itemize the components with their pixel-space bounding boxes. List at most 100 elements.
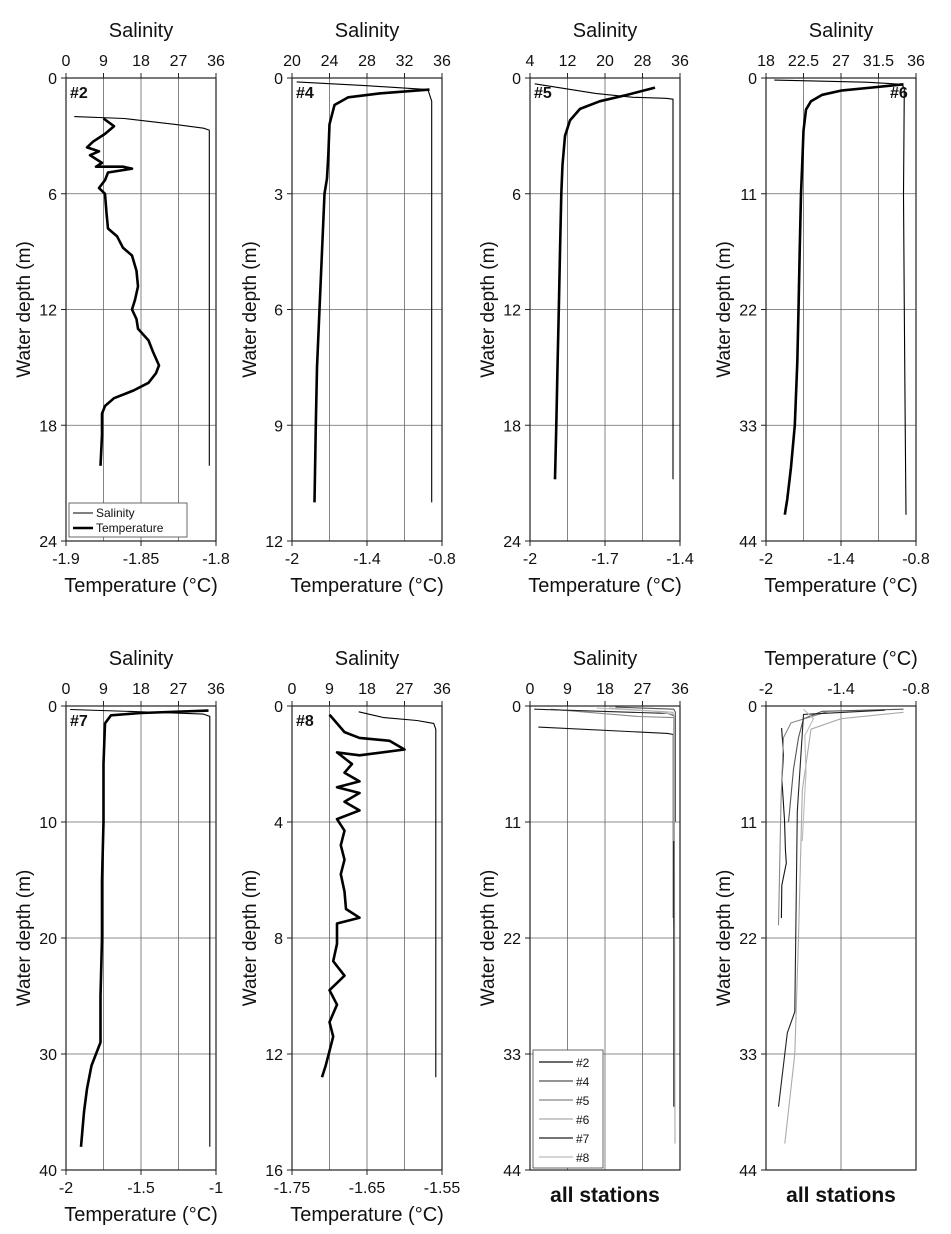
bottom-tick-label: -0.8: [902, 551, 930, 568]
series-line-4: [615, 706, 676, 822]
depth-tick-label: 6: [48, 187, 57, 204]
top-tick-label: 12: [559, 53, 577, 70]
bottom-tick-label: -2: [759, 551, 773, 568]
chart-panel: 0 9 18 27 36 Salinity -2 -1.5 -1 Temperature (°C)…: [14, 648, 225, 1226]
bottom-tick-label: -1.5: [127, 1180, 155, 1197]
top-tick-label: -2: [759, 681, 773, 698]
plot-frame: [65, 705, 217, 1171]
station-tag: #5: [534, 85, 552, 102]
top-axis-label: Salinity: [109, 648, 173, 670]
top-tick-label: 27: [396, 681, 414, 698]
top-tick-label: 0: [526, 681, 535, 698]
chart-panel: 0 9 18 27 36 Salinity -1.75 -1.65 -1.55 Temperatu…: [240, 648, 460, 1226]
top-tick-label: 28: [634, 53, 652, 70]
top-tick-label: 36: [433, 53, 451, 70]
top-tick-label: 27: [170, 53, 188, 70]
depth-tick-label: 18: [503, 418, 521, 435]
top-tick-label: 36: [207, 681, 225, 698]
legend-label: #8: [576, 1151, 590, 1165]
top-axis-label: Salinity: [573, 648, 637, 670]
depth-tick-label: 12: [503, 303, 521, 320]
top-tick-label: 20: [283, 53, 301, 70]
depth-tick-label: 22: [739, 303, 757, 320]
depth-tick-label: 0: [274, 699, 283, 716]
bottom-tick-label: -1.65: [349, 1180, 386, 1197]
bottom-tick-label: -2: [59, 1180, 73, 1197]
bottom-tick-label: -1.85: [123, 551, 160, 568]
chart-panel: 0 9 18 27 36 Salinity -1.9 -1.85 -1.8 Temperature…: [14, 20, 230, 597]
top-tick-label: 9: [99, 53, 108, 70]
top-axis-label: Salinity: [335, 20, 399, 42]
top-tick-label: 0: [288, 681, 297, 698]
legend-label: #7: [576, 1132, 590, 1146]
top-tick-label: 9: [563, 681, 572, 698]
top-tick-label: 9: [99, 681, 108, 698]
depth-tick-label: 0: [748, 699, 757, 716]
bottom-axis-label: Temperature (°C): [290, 575, 444, 597]
bottom-tick-label: -1.55: [424, 1180, 461, 1197]
bottom-axis-label: Temperature (°C): [764, 575, 918, 597]
chart-panel: 4 12 20 28 36 Salinity -2 -1.7 -1.4 Temperature (…: [478, 20, 694, 597]
series-line-8: [596, 707, 675, 841]
depth-tick-label: 12: [265, 534, 283, 551]
series-line-salinity: [534, 83, 674, 480]
series-line-7: [777, 709, 885, 1107]
bottom-tick-label: -0.8: [428, 551, 456, 568]
legend-label: Salinity: [96, 506, 135, 520]
station-tag: #2: [70, 85, 88, 102]
top-tick-label: 0: [62, 53, 71, 70]
depth-axis-label: Water depth (m): [14, 870, 35, 1007]
bottom-tick-label: -1.4: [827, 551, 855, 568]
plot-frame: [291, 705, 443, 1171]
top-axis-label: Salinity: [809, 20, 873, 42]
depth-tick-label: 6: [512, 187, 521, 204]
top-tick-label: 27: [634, 681, 652, 698]
legend-box: [68, 502, 188, 538]
depth-tick-label: 0: [48, 699, 57, 716]
series-line-7: [534, 708, 675, 1107]
series-line-4: [787, 708, 904, 823]
depth-tick-label: 16: [265, 1163, 283, 1180]
bottom-tick-label: -2: [285, 551, 299, 568]
plot-frame: [529, 705, 681, 1171]
top-tick-label: 9: [325, 681, 334, 698]
plot-frame: [765, 705, 917, 1171]
depth-tick-label: 40: [39, 1163, 57, 1180]
top-tick-label: 0: [62, 681, 71, 698]
top-tick-label: 20: [596, 53, 614, 70]
depth-tick-label: 44: [739, 1163, 757, 1180]
series-line-salinity: [74, 116, 210, 466]
depth-tick-label: 11: [740, 815, 757, 832]
depth-tick-label: 0: [512, 699, 521, 716]
depth-tick-label: 18: [39, 418, 57, 435]
top-axis-label: Salinity: [109, 20, 173, 42]
bottom-tick-label: -1.4: [353, 551, 381, 568]
series-line-salinity: [774, 79, 907, 515]
series-line-2: [538, 726, 674, 918]
bottom-tick-label: -1.9: [52, 551, 80, 568]
top-axis-label: Temperature (°C): [764, 648, 918, 670]
top-axis-label: Salinity: [573, 20, 637, 42]
top-tick-label: 4: [526, 53, 535, 70]
depth-tick-label: 33: [739, 418, 757, 435]
depth-tick-label: 12: [39, 303, 57, 320]
series-line-salinity: [296, 81, 433, 503]
plot-frame: [529, 77, 681, 542]
legend-box: [532, 1049, 604, 1169]
station-tag: #4: [296, 85, 314, 102]
depth-tick-label: 3: [274, 187, 283, 204]
plot-frame: [65, 77, 217, 542]
chart-panel: 18 22.5 27 31.5 36 Salinity -2 -1.4 -0.8 Temperat…: [714, 20, 930, 597]
bottom-axis-label: Temperature (°C): [64, 575, 218, 597]
top-tick-label: 18: [596, 681, 614, 698]
depth-tick-label: 10: [39, 815, 57, 832]
top-tick-label: 36: [433, 681, 451, 698]
bottom-tick-label: -2: [523, 551, 537, 568]
station-caption: all stations: [550, 1184, 660, 1207]
legend-label: #2: [576, 1056, 590, 1070]
depth-tick-label: 33: [503, 1047, 521, 1064]
top-tick-label: 36: [671, 53, 689, 70]
depth-tick-label: 12: [265, 1047, 283, 1064]
